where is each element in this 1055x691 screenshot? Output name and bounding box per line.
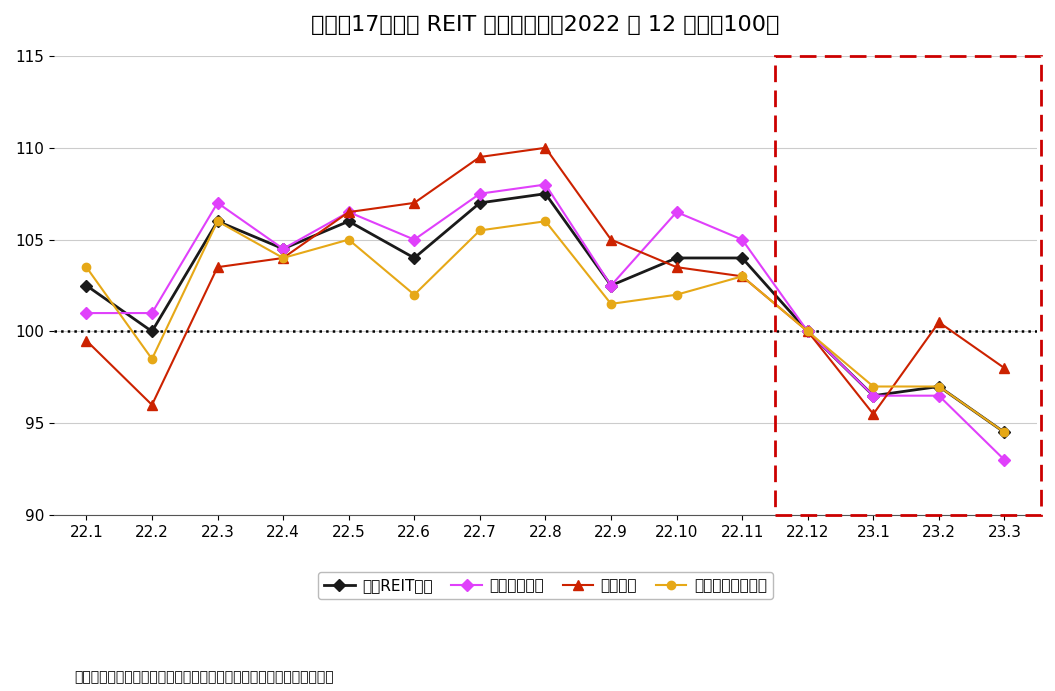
Text: （出所）東京証券取引所のデータをもとにニッセイ基礎研究所が作成: （出所）東京証券取引所のデータをもとにニッセイ基礎研究所が作成 (74, 670, 333, 684)
オフィス指数 (802, 328, 814, 336)
商業・物流等指数 (539, 217, 552, 225)
東証REIT指数 (474, 199, 486, 207)
住宅指数 (211, 263, 224, 272)
住宅指数 (998, 364, 1011, 372)
商業・物流等指数 (933, 382, 945, 390)
東証REIT指数 (80, 281, 93, 290)
東証REIT指数 (933, 382, 945, 390)
住宅指数 (343, 208, 356, 216)
住宅指数 (933, 318, 945, 326)
商業・物流等指数 (670, 290, 683, 299)
オフィス指数 (933, 392, 945, 400)
オフィス指数 (474, 189, 486, 198)
オフィス指数 (80, 309, 93, 317)
東証REIT指数 (539, 189, 552, 198)
商業・物流等指数 (408, 290, 421, 299)
商業・物流等指数 (735, 272, 748, 281)
住宅指数 (802, 328, 814, 336)
商業・物流等指数 (80, 263, 93, 272)
住宅指数 (670, 263, 683, 272)
東証REIT指数 (802, 328, 814, 336)
オフィス指数 (146, 309, 158, 317)
Line: 東証REIT指数: 東証REIT指数 (82, 189, 1009, 437)
オフィス指数 (408, 236, 421, 244)
オフィス指数 (605, 281, 617, 290)
商業・物流等指数 (998, 428, 1011, 437)
住宅指数 (474, 153, 486, 161)
Bar (775, 56, 1040, 515)
オフィス指数 (670, 208, 683, 216)
オフィス指数 (343, 208, 356, 216)
東証REIT指数 (867, 392, 880, 400)
オフィス指数 (998, 456, 1011, 464)
商業・物流等指数 (867, 382, 880, 390)
東証REIT指数 (735, 254, 748, 262)
東証REIT指数 (670, 254, 683, 262)
住宅指数 (605, 236, 617, 244)
商業・物流等指数 (605, 300, 617, 308)
オフィス指数 (276, 245, 289, 253)
商業・物流等指数 (146, 354, 158, 363)
住宅指数 (408, 199, 421, 207)
オフィス指数 (211, 199, 224, 207)
Title: 図表－17　東証 REIT 指数の推移（2022 年 12 月末＝100）: 図表－17 東証 REIT 指数の推移（2022 年 12 月末＝100） (311, 15, 780, 35)
Legend: 東証REIT指数, オフィス指数, 住宅指数, 商業・物流等指数: 東証REIT指数, オフィス指数, 住宅指数, 商業・物流等指数 (318, 572, 773, 599)
商業・物流等指数 (211, 217, 224, 225)
オフィス指数 (539, 180, 552, 189)
オフィス指数 (867, 392, 880, 400)
東証REIT指数 (998, 428, 1011, 437)
東証REIT指数 (343, 217, 356, 225)
住宅指数 (146, 401, 158, 409)
商業・物流等指数 (276, 254, 289, 262)
オフィス指数 (735, 236, 748, 244)
商業・物流等指数 (474, 226, 486, 234)
東証REIT指数 (605, 281, 617, 290)
Line: 商業・物流等指数: 商業・物流等指数 (82, 217, 1009, 437)
Line: オフィス指数: オフィス指数 (82, 180, 1009, 464)
東証REIT指数 (408, 254, 421, 262)
東証REIT指数 (276, 245, 289, 253)
東証REIT指数 (146, 328, 158, 336)
商業・物流等指数 (802, 328, 814, 336)
Line: 住宅指数: 住宅指数 (81, 143, 1010, 419)
住宅指数 (735, 272, 748, 281)
住宅指数 (539, 144, 552, 152)
住宅指数 (867, 410, 880, 418)
住宅指数 (80, 337, 93, 345)
商業・物流等指数 (343, 236, 356, 244)
東証REIT指数 (211, 217, 224, 225)
住宅指数 (276, 254, 289, 262)
